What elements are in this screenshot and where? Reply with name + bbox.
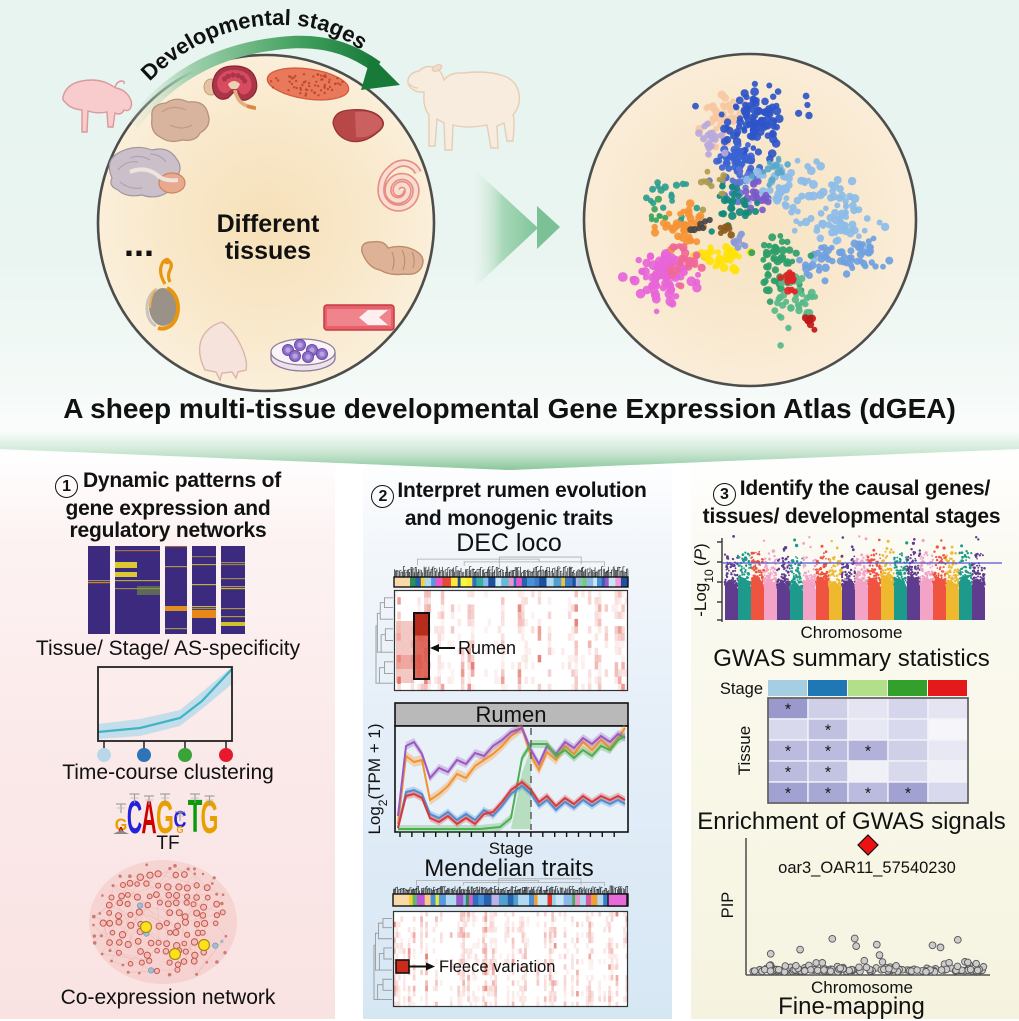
svg-text:G: G — [201, 791, 219, 843]
svg-text:Stage: Stage — [489, 839, 533, 858]
svg-text:*: * — [905, 786, 911, 803]
svg-text:*: * — [785, 702, 791, 719]
svg-text:*: * — [825, 723, 831, 740]
svg-text:oar3_OAR11_57540230: oar3_OAR11_57540230 — [778, 859, 956, 877]
svg-text:Rumen: Rumen — [476, 702, 547, 727]
svg-text:Chromosome: Chromosome — [811, 978, 913, 997]
svg-text:*: * — [865, 786, 871, 803]
svg-text:*: * — [785, 744, 791, 761]
svg-text:*: * — [825, 744, 831, 761]
svg-text:Tissue: Tissue — [735, 726, 754, 775]
svg-text:Log2(TPM + 1): Log2(TPM + 1) — [365, 723, 390, 834]
svg-text:*: * — [825, 786, 831, 803]
svg-text:A: A — [141, 792, 156, 843]
svg-text:Fleece variation: Fleece variation — [439, 958, 555, 976]
svg-text:Rumen: Rumen — [458, 638, 516, 658]
svg-text:-Log10 (P): -Log10 (P) — [691, 543, 716, 616]
svg-text:T: T — [188, 791, 203, 842]
svg-text:tissues: tissues — [225, 237, 311, 265]
svg-text:G: G — [177, 825, 184, 837]
svg-text:Stage: Stage — [720, 680, 763, 698]
svg-text:*: * — [785, 786, 791, 803]
svg-text:PIP: PIP — [719, 892, 737, 919]
svg-text:G: G — [156, 791, 174, 843]
svg-text:*: * — [865, 744, 871, 761]
svg-text:G: G — [115, 815, 128, 835]
svg-text:*: * — [785, 765, 791, 782]
svg-text:*: * — [825, 765, 831, 782]
svg-text:...: ... — [124, 223, 154, 264]
svg-text:C: C — [127, 792, 142, 843]
svg-text:Different: Different — [217, 210, 320, 238]
